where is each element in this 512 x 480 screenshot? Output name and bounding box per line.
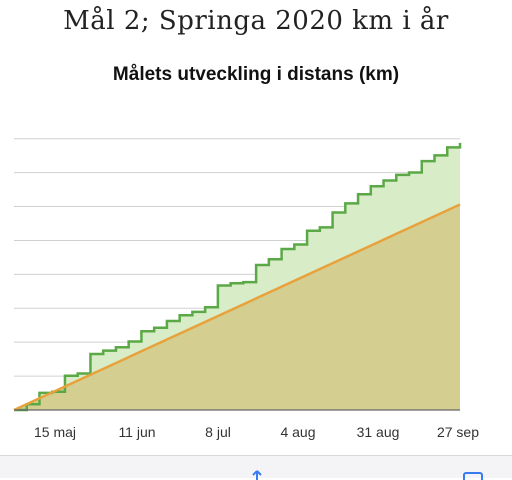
- x-tick-label: 15 maj: [34, 424, 76, 440]
- target-series-line: [13, 203, 461, 412]
- x-tick-label: 27 sep: [437, 424, 479, 440]
- browser-toolbar: [0, 455, 512, 480]
- share-icon[interactable]: [249, 470, 265, 480]
- x-tick-label: 8 jul: [205, 424, 231, 440]
- tabs-icon[interactable]: [463, 472, 483, 480]
- chart: 15 maj 11 jun 8 jul 4 aug 31 aug 27 sep: [13, 138, 479, 440]
- x-tick-label: 4 aug: [280, 424, 315, 440]
- step-series-line: [14, 142, 462, 412]
- page-title: Mål 2; Springa 2020 km i år: [63, 6, 449, 36]
- x-tick-label: 11 jun: [118, 424, 155, 440]
- x-tick-label: 31 aug: [357, 424, 400, 440]
- chart-title: Målets utveckling i distans (km): [112, 64, 400, 85]
